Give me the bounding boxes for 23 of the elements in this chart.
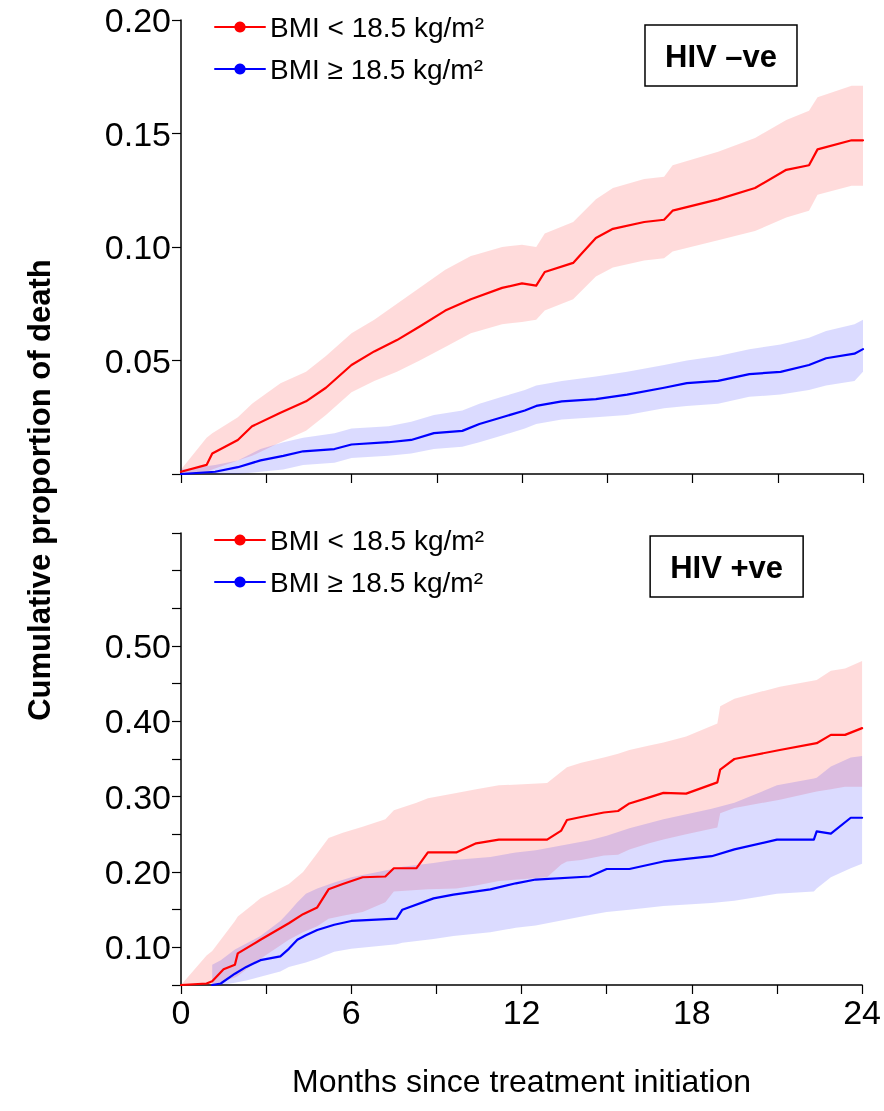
x-tick-label: 18 <box>672 993 711 1031</box>
y-tick-label: 0.20 <box>104 1 171 39</box>
annotation: HIV –ve <box>664 39 777 74</box>
legend-label: BMI ≥ 18.5 kg/m² <box>270 53 483 85</box>
y-tick-label: 0.10 <box>104 228 171 266</box>
y-tick-label: 0.50 <box>104 627 171 665</box>
line-series <box>211 816 864 987</box>
legend-label: BMI < 18.5 kg/m² <box>270 11 484 43</box>
y-tick-label: 0.05 <box>104 341 171 380</box>
x-tick-label: 24 <box>843 993 881 1031</box>
y-tick-label: 0.40 <box>104 702 171 741</box>
annotation: HIV +ve <box>670 550 783 585</box>
x-axis-title: Months since treatment initiation <box>292 1063 751 1099</box>
y-tick-label: 0.15 <box>104 114 171 153</box>
y-tick-label: 0.30 <box>104 777 171 816</box>
legend-label: BMI ≥ 18.5 kg/m² <box>270 566 483 598</box>
x-tick-label: 6 <box>341 993 361 1031</box>
x-tick-label: 0 <box>171 993 191 1031</box>
y-tick-label: 0.10 <box>104 928 171 967</box>
legend-label: BMI < 18.5 kg/m² <box>270 524 484 556</box>
y-axis-title: Cumulative proportion of death <box>22 259 58 721</box>
x-tick-label: 12 <box>502 993 541 1031</box>
y-tick-label: 0.20 <box>104 853 171 891</box>
